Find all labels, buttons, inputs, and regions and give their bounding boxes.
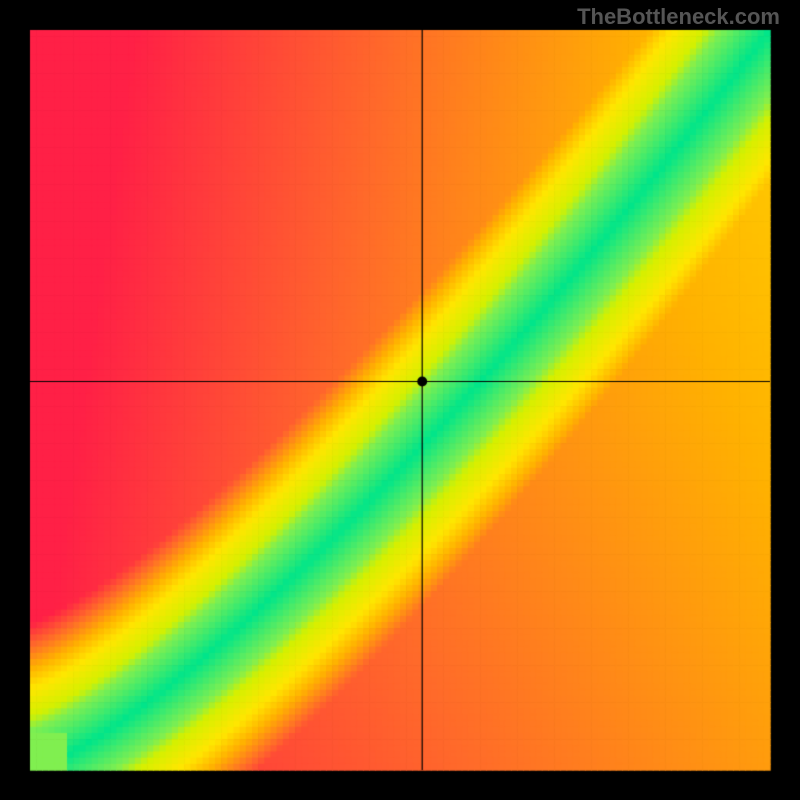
bottleneck-heatmap [0, 0, 800, 800]
watermark-text: TheBottleneck.com [577, 4, 780, 30]
chart-container: TheBottleneck.com [0, 0, 800, 800]
